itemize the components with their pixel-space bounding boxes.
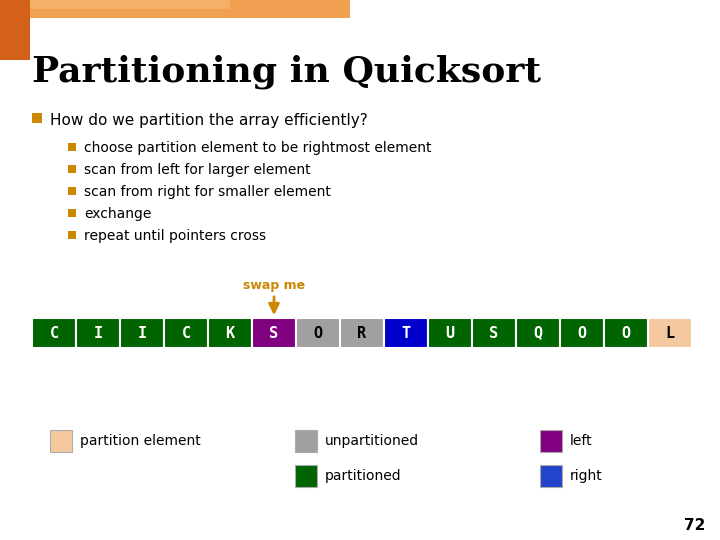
Bar (0, 0, 30, 30)
Text: C: C (181, 326, 191, 341)
Bar (68, 187, 76, 195)
Text: scan from left for larger element: scan from left for larger element (84, 163, 310, 177)
Bar (540, 430, 562, 452)
Bar (30, 0, 230, 9)
Bar (540, 465, 562, 487)
Bar (68, 165, 76, 173)
Bar (604, 318, 648, 348)
Bar (0, 30, 30, 60)
Bar (472, 318, 516, 348)
Bar (68, 209, 76, 217)
Bar (68, 231, 76, 239)
Bar (164, 318, 208, 348)
Text: partitioned: partitioned (325, 469, 402, 483)
Bar (648, 318, 692, 348)
Text: unpartitioned: unpartitioned (325, 434, 419, 448)
Text: swap me: swap me (243, 279, 305, 292)
Text: O: O (577, 326, 587, 341)
Text: choose partition element to be rightmost element: choose partition element to be rightmost… (84, 141, 431, 155)
Text: T: T (402, 326, 410, 341)
Bar (384, 318, 428, 348)
Bar (68, 143, 76, 151)
Text: C: C (50, 326, 58, 341)
Text: Partitioning in Quicksort: Partitioning in Quicksort (32, 55, 541, 89)
Text: How do we partition the array efficiently?: How do we partition the array efficientl… (50, 112, 368, 127)
Bar (340, 318, 384, 348)
Bar (32, 318, 76, 348)
Text: scan from right for smaller element: scan from right for smaller element (84, 185, 331, 199)
Text: exchange: exchange (84, 207, 151, 221)
Text: left: left (570, 434, 593, 448)
Text: I: I (94, 326, 102, 341)
Text: U: U (446, 326, 454, 341)
Text: right: right (570, 469, 603, 483)
Text: K: K (225, 326, 235, 341)
Bar (208, 318, 252, 348)
Bar (32, 113, 42, 123)
Text: S: S (490, 326, 498, 341)
Text: 72: 72 (683, 517, 705, 532)
Text: repeat until pointers cross: repeat until pointers cross (84, 229, 266, 243)
Text: R: R (357, 326, 366, 341)
Text: O: O (621, 326, 631, 341)
Bar (295, 430, 317, 452)
Bar (295, 465, 317, 487)
Text: O: O (313, 326, 323, 341)
Bar (560, 318, 604, 348)
Bar (428, 318, 472, 348)
Text: Q: Q (534, 326, 543, 341)
Bar (30, 0, 350, 18)
Text: S: S (269, 326, 279, 341)
Text: I: I (138, 326, 147, 341)
Bar (252, 318, 296, 348)
Bar (120, 318, 164, 348)
Bar (76, 318, 120, 348)
Text: L: L (665, 326, 675, 341)
Bar (296, 318, 340, 348)
Bar (516, 318, 560, 348)
Text: partition element: partition element (80, 434, 201, 448)
Bar (50, 430, 72, 452)
